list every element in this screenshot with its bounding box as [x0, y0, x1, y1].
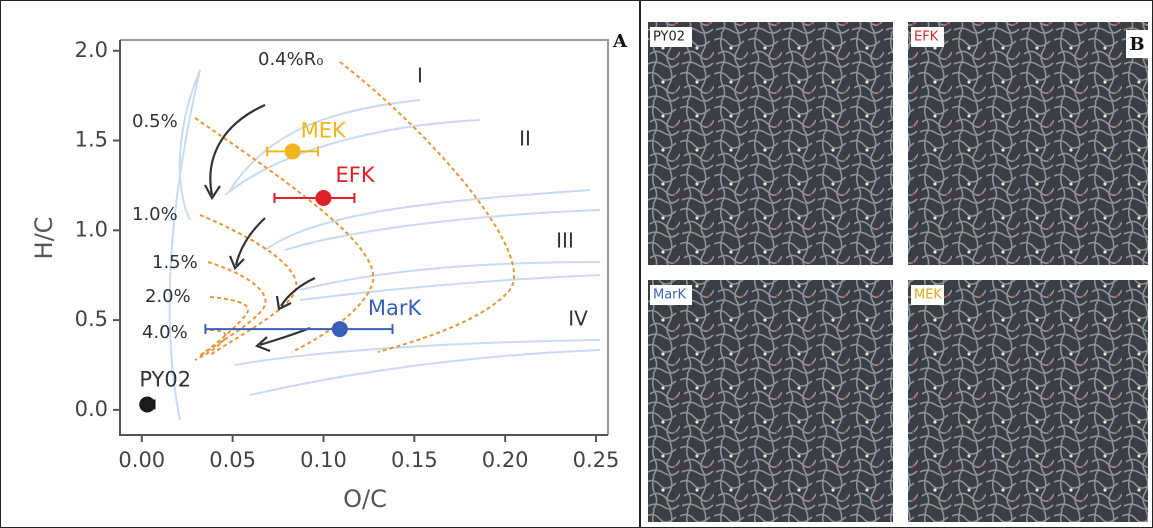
annotation: 4.0% — [142, 322, 188, 343]
arrows — [204, 103, 316, 353]
contours — [168, 69, 601, 421]
annotation: 1.0% — [132, 204, 178, 225]
image-label-box — [650, 27, 692, 47]
annotation: 0.4%R₀ — [258, 49, 323, 70]
panel-label-box — [1126, 30, 1148, 58]
x-tick-label: 0.10 — [300, 448, 347, 472]
axes — [119, 40, 608, 436]
structure-image — [648, 22, 893, 265]
structure-image — [908, 22, 1148, 265]
structure-image — [648, 280, 893, 522]
image-label-box — [650, 285, 692, 305]
annotation: 0.5% — [132, 111, 178, 132]
image-label-box — [911, 27, 944, 47]
image-label: PY02 — [653, 30, 685, 45]
x-tick-label: 0.15 — [391, 448, 438, 472]
annotation: I — [417, 64, 423, 88]
error-bar — [204, 324, 394, 335]
panel-label: A — [612, 31, 628, 52]
image-label: MEK — [914, 288, 942, 303]
annotation: IV — [568, 307, 588, 331]
point-label: EFK — [335, 163, 375, 187]
x-tick-label: 0.25 — [573, 448, 620, 472]
y-tick-label: 1.0 — [75, 217, 108, 241]
image-label: MarK — [653, 288, 687, 303]
panel-b — [648, 22, 1148, 522]
y-tick-label: 0.5 — [75, 307, 108, 331]
x-tick-label: 0.00 — [118, 448, 165, 472]
annotation: 2.0% — [145, 286, 191, 307]
data-point — [331, 321, 348, 338]
annotation: II — [519, 127, 531, 151]
x-axis-label: O/C — [343, 485, 387, 513]
plot-frame — [120, 39, 609, 435]
data-point — [139, 396, 156, 413]
y-tick-label: 1.5 — [75, 128, 108, 152]
annotation: 1.5% — [152, 252, 198, 273]
annotation: III — [556, 229, 574, 253]
iso-reflectance-lines — [194, 61, 515, 361]
data-point — [315, 190, 332, 206]
y-axis-label: H/C — [30, 217, 58, 260]
x-tick-label: 0.20 — [482, 448, 529, 472]
error-bar — [273, 193, 356, 203]
image-label: EFK — [914, 30, 939, 45]
y-tick-label: 0.0 — [75, 397, 108, 421]
point-label: MarK — [368, 296, 423, 320]
y-tick-label: 2.0 — [75, 38, 108, 62]
structure-image — [908, 280, 1148, 522]
panel-label: B — [1129, 34, 1144, 55]
point-label: MEK — [301, 118, 347, 142]
data-point — [284, 143, 301, 160]
point-label: PY02 — [139, 367, 191, 391]
image-label-box — [911, 285, 944, 305]
x-tick-label: 0.05 — [209, 448, 256, 472]
